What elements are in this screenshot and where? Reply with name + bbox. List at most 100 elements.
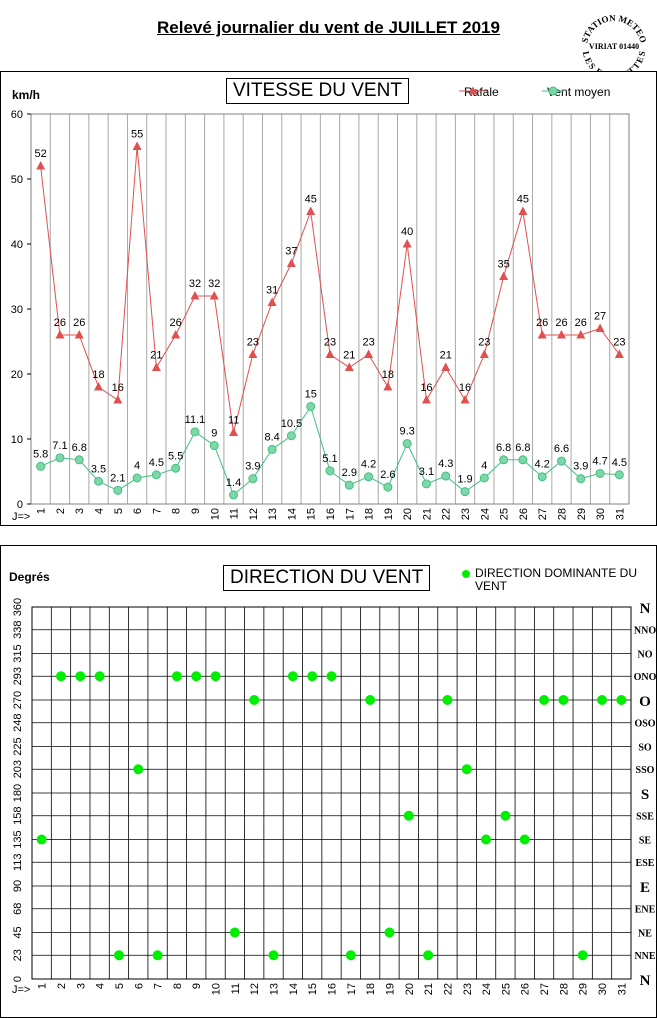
marker-rafale xyxy=(344,362,354,371)
y-tick-label: 225 xyxy=(12,737,24,755)
marker-direction xyxy=(423,950,434,961)
plot-frame xyxy=(30,113,630,505)
x-tick-label: 5 xyxy=(113,508,125,514)
data-label-rafale: 16 xyxy=(112,382,124,394)
y-tick-label: 10 xyxy=(11,434,23,446)
x-tick-label: 30 xyxy=(595,508,607,520)
marker-rafale xyxy=(267,297,277,306)
x-tick-label: 17 xyxy=(344,508,356,520)
data-label-vent-moyen: 3.9 xyxy=(573,461,588,473)
y-tick-label: 60 xyxy=(11,109,23,121)
marker-direction xyxy=(94,671,105,682)
marker-rafale xyxy=(229,427,239,436)
data-label-vent-moyen: 4.2 xyxy=(535,459,550,471)
marker-direction xyxy=(558,695,569,705)
x-axis-prefix: J=> xyxy=(12,984,30,996)
data-label-vent-moyen: 7.1 xyxy=(52,440,67,452)
x-tick-label: 4 xyxy=(94,508,106,514)
x-tick-label: 23 xyxy=(462,983,474,995)
data-label-rafale: 27 xyxy=(594,311,606,323)
x-tick-label: 13 xyxy=(269,983,281,995)
x-tick-label: 5 xyxy=(114,983,126,989)
compass-label: N xyxy=(640,973,651,989)
x-tick-label: 22 xyxy=(442,983,454,995)
marker-rafale xyxy=(441,362,451,371)
page-title: Relevé journalier du vent de JUILLET 201… xyxy=(157,18,500,37)
direction-chart-panel: 0 N 23 NNE 45 NE 68 ENE 90 E 113 ESE 135 SE 158 SSE 180 S… xyxy=(0,545,657,1018)
marker-vent-moyen xyxy=(113,485,123,495)
data-label-vent-moyen: 4.5 xyxy=(149,457,164,469)
data-label-vent-moyen: 2.6 xyxy=(380,469,395,481)
data-label-vent-moyen: 4 xyxy=(134,460,140,472)
legend-direction-swatch xyxy=(462,570,470,578)
marker-vent-moyen xyxy=(151,470,161,480)
data-label-rafale: 32 xyxy=(189,278,201,290)
x-tick-label: 10 xyxy=(209,508,221,520)
x-tick-label: 6 xyxy=(133,983,145,989)
marker-rafale xyxy=(421,395,431,404)
data-label-vent-moyen: 8.4 xyxy=(264,431,279,443)
speed-chart-title: VITESSE DU VENT xyxy=(226,78,409,104)
y-tick-label: 0 xyxy=(17,499,23,511)
compass-label: SO xyxy=(638,743,652,754)
marker-vent-moyen xyxy=(441,471,451,481)
y-tick-label: 68 xyxy=(12,903,24,915)
data-label-vent-moyen: 3.5 xyxy=(91,463,106,475)
marker-direction xyxy=(403,810,414,821)
marker-vent-moyen xyxy=(94,476,104,486)
y-tick-label: 50 xyxy=(11,174,23,186)
compass-label: ONO xyxy=(634,672,656,683)
x-tick-label: 21 xyxy=(421,508,433,520)
marker-rafale xyxy=(286,258,296,267)
data-label-rafale: 26 xyxy=(575,317,587,329)
marker-vent-moyen xyxy=(229,490,239,500)
x-tick-label: 11 xyxy=(230,983,242,994)
marker-rafale xyxy=(537,330,547,339)
marker-direction xyxy=(500,810,511,821)
plot-frame xyxy=(31,606,632,980)
marker-direction xyxy=(539,695,550,705)
x-tick-label: 16 xyxy=(327,983,339,995)
marker-direction xyxy=(152,950,163,961)
y-tick-label: 315 xyxy=(12,644,24,662)
y-tick-label: 248 xyxy=(12,714,24,732)
data-label-vent-moyen: 5.5 xyxy=(168,450,183,462)
marker-direction xyxy=(307,671,318,682)
marker-rafale xyxy=(499,271,509,280)
data-label-rafale: 23 xyxy=(362,337,374,349)
data-label-rafale: 52 xyxy=(35,148,47,160)
legend-item-direction: DIRECTION DOMINANTE DU VENT xyxy=(462,567,647,593)
marker-rafale xyxy=(209,291,219,300)
x-tick-label: 16 xyxy=(325,508,337,520)
stamp-top-text: STATION METEO xyxy=(580,13,649,44)
stamp-middle-text: VIRIAT 01440 xyxy=(589,42,639,51)
marker-rafale xyxy=(402,239,412,248)
marker-direction xyxy=(345,950,356,961)
marker-direction xyxy=(36,834,47,845)
data-label-vent-moyen: 4.2 xyxy=(361,459,376,471)
compass-label: E xyxy=(640,880,650,896)
marker-rafale xyxy=(248,349,258,358)
data-label-rafale: 21 xyxy=(440,350,452,362)
marker-vent-moyen xyxy=(402,439,412,449)
marker-direction xyxy=(191,671,202,682)
marker-rafale xyxy=(171,330,181,339)
compass-label: SSO xyxy=(636,765,655,776)
compass-label: ESE xyxy=(636,858,655,869)
marker-vent-moyen xyxy=(325,466,335,476)
marker-direction xyxy=(597,695,608,705)
data-label-rafale: 26 xyxy=(536,317,548,329)
x-tick-label: 19 xyxy=(384,983,396,995)
marker-rafale xyxy=(55,330,65,339)
marker-direction xyxy=(616,695,627,705)
legend-direction-label: DIRECTION DOMINANTE DU VENT xyxy=(475,566,637,593)
data-label-vent-moyen: 10.5 xyxy=(281,418,302,430)
data-label-rafale: 37 xyxy=(285,246,297,258)
x-tick-label: 25 xyxy=(500,983,512,995)
x-tick-label: 14 xyxy=(288,983,300,995)
x-tick-label: 7 xyxy=(153,983,165,989)
y-tick-label: 113 xyxy=(12,853,24,871)
marker-rafale xyxy=(614,349,624,358)
